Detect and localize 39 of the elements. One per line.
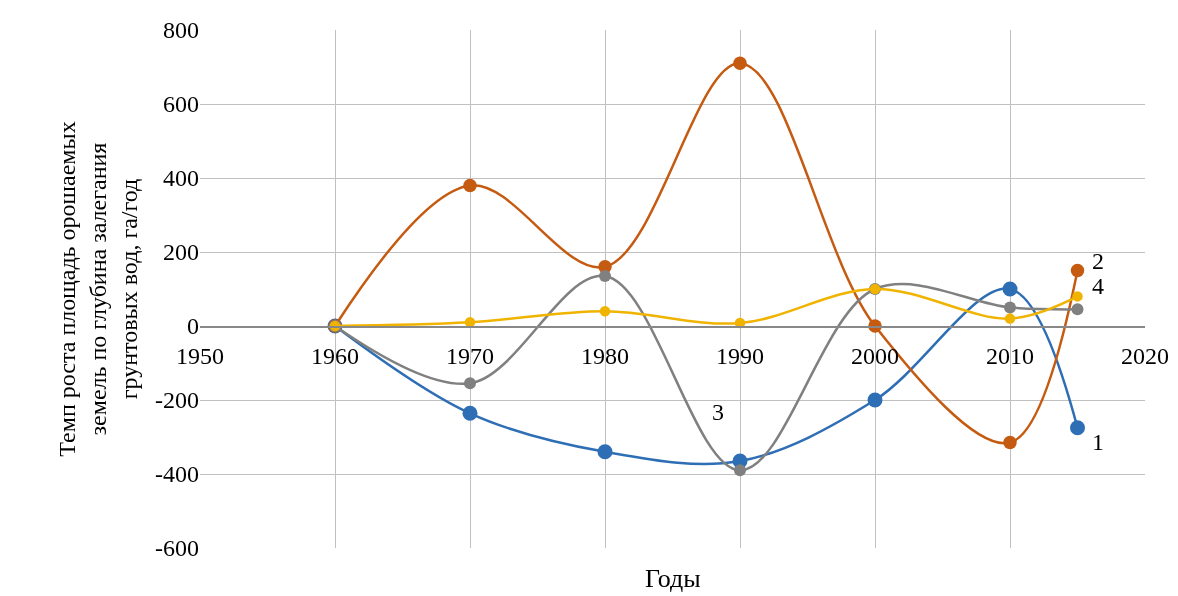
y-tick-label: 200 (163, 239, 199, 266)
y-tick-label: 800 (163, 17, 199, 44)
series-label: 1 (1092, 429, 1104, 455)
point (1002, 281, 1018, 297)
y-tick-label: 400 (163, 165, 199, 192)
point (867, 392, 883, 408)
point (597, 444, 613, 460)
x-tick-label: 1980 (581, 343, 629, 370)
point (733, 56, 747, 71)
x-tick-label: 2010 (986, 343, 1034, 370)
point (599, 305, 611, 317)
series-label: 2 (1092, 248, 1104, 274)
point (464, 377, 476, 390)
series-label: 4 (1092, 273, 1104, 299)
point (1004, 313, 1016, 324)
point (1072, 291, 1083, 302)
y-tick-label: -600 (155, 535, 199, 562)
y-tick-label: -400 (155, 461, 199, 488)
point (1071, 303, 1084, 316)
y-tick-label: 600 (163, 91, 199, 118)
point (734, 464, 746, 477)
point (1070, 420, 1085, 436)
y-axis-title: Темп роста площадь орошаемых земель по глубина залегания грунтовых вод, га/год (53, 121, 143, 457)
y-tick-label: 0 (187, 313, 199, 340)
point (462, 405, 478, 421)
point (463, 178, 477, 193)
x-tick-label: 1970 (446, 343, 494, 370)
point (599, 270, 611, 283)
x-tick-label: 1950 (176, 343, 224, 370)
series-label: 3 (712, 399, 724, 425)
x-tick-label: 2000 (851, 343, 899, 370)
y-tick-label: -200 (155, 387, 199, 414)
x-axis-title: Годы (645, 564, 701, 593)
x-tick-label: 2020 (1121, 343, 1169, 370)
x-tick-label: 1960 (311, 343, 359, 370)
x-tick-label: 1990 (716, 343, 764, 370)
point (1003, 435, 1017, 450)
point (1070, 263, 1085, 278)
point (1004, 301, 1016, 314)
